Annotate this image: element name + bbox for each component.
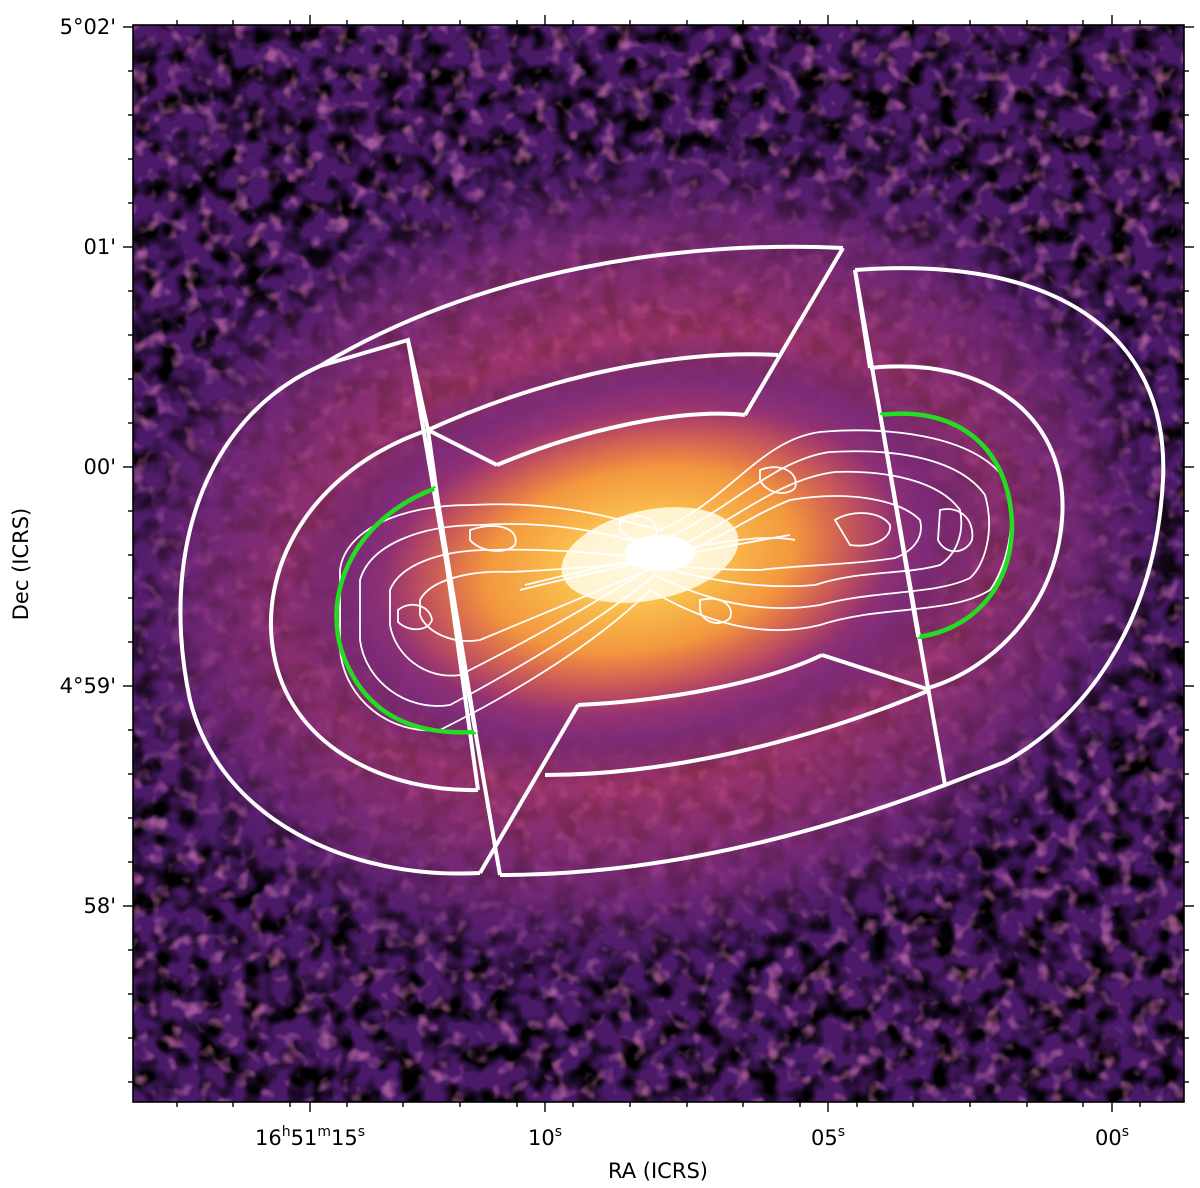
outer-ellipse-top-arc bbox=[318, 244, 844, 368]
x-ray-image bbox=[133, 25, 1184, 1102]
middle-ellipse-bottom-arc bbox=[544, 688, 931, 777]
right-green-arc bbox=[879, 411, 1015, 640]
inner-ellipse-top-arc bbox=[496, 411, 746, 467]
outer-ellipse-left-arc bbox=[178, 364, 481, 876]
y-tick-label-58: 58' bbox=[84, 894, 117, 918]
x-tick-label-00s: 00s bbox=[1095, 1124, 1129, 1150]
inner-ellipse-bottom-arc bbox=[577, 653, 823, 707]
y-tick-labels: 5°02' 01' 00' 4°59' 58' bbox=[60, 15, 116, 918]
outer-ellipse-bottom-arc bbox=[499, 783, 946, 877]
middle-ellipse-top-arc bbox=[427, 352, 779, 432]
x-tick-label-16h51m15s: 16h51m15s bbox=[255, 1124, 365, 1150]
y-tick-label-01: 01' bbox=[84, 235, 117, 259]
region-overlays bbox=[178, 244, 1166, 877]
middle-ellipse-left-arc bbox=[269, 428, 479, 793]
x-tick-label-10s: 10s bbox=[528, 1124, 562, 1150]
outer-ellipse-right-arc bbox=[854, 266, 1166, 764]
right-green-chord bbox=[878, 414, 920, 638]
highlight-arcs bbox=[334, 411, 1015, 735]
radio-contours bbox=[339, 429, 1013, 732]
y-tick-label-5-02: 5°02' bbox=[60, 15, 116, 39]
x-tick-labels: 16h51m15s 10s 05s 00s bbox=[255, 1124, 1129, 1150]
y-tick-label-00: 00' bbox=[84, 455, 117, 479]
left-green-arc bbox=[334, 485, 477, 735]
y-axis-label: Dec (ICRS) bbox=[9, 508, 33, 620]
x-axis-label: RA (ICRS) bbox=[608, 1159, 708, 1183]
middle-ellipse-right-arc bbox=[869, 364, 1065, 690]
x-tick-label-05s: 05s bbox=[811, 1124, 845, 1150]
left-sector-boundary bbox=[319, 337, 580, 876]
left-green-chord bbox=[434, 487, 478, 733]
axis-ticks bbox=[123, 15, 1194, 1112]
plot-frame bbox=[132, 24, 1185, 1103]
y-tick-label-4-59: 4°59' bbox=[60, 674, 116, 698]
